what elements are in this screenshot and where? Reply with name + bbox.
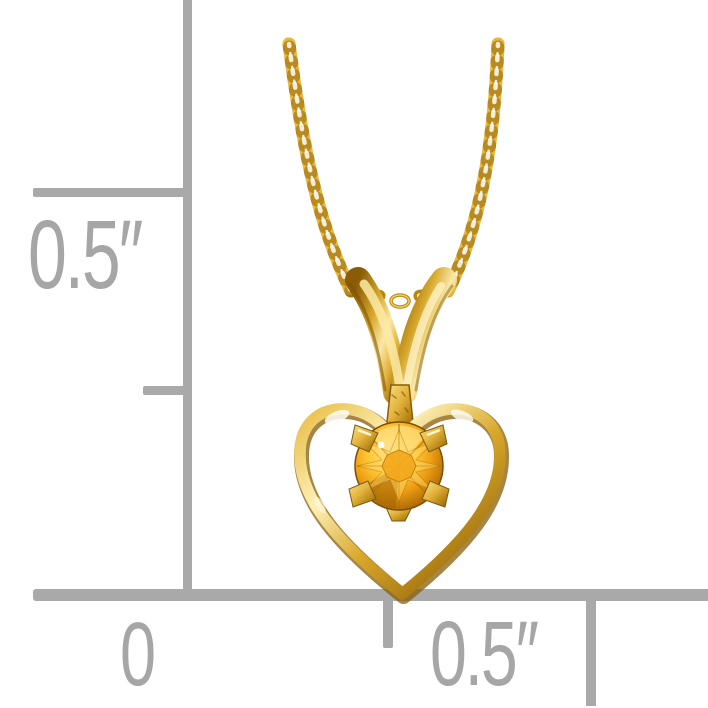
citrine-gemstone [348,421,450,522]
stone-prongs [348,424,450,508]
chain-right-strand [441,37,505,298]
ruler-left-half-inch-label: 0.5″ [28,200,143,309]
ruler-horizontal-line [33,589,708,601]
ruler-bottom-zero-label: 0 [120,605,156,705]
ruler-vertical-line [183,0,192,601]
pendant-bail [345,267,457,432]
necklace-chain [282,37,505,309]
ruler-left-half-inch-tick [33,188,192,197]
ruler-bottom-quarter-inch-tick [383,601,393,648]
ruler-bottom-half-inch-label: 0.5″ [430,603,539,705]
chain-left-strand [282,37,358,298]
ruler-bottom-half-inch-tick [586,601,596,706]
ruler-left-quarter-inch-tick [143,386,192,395]
